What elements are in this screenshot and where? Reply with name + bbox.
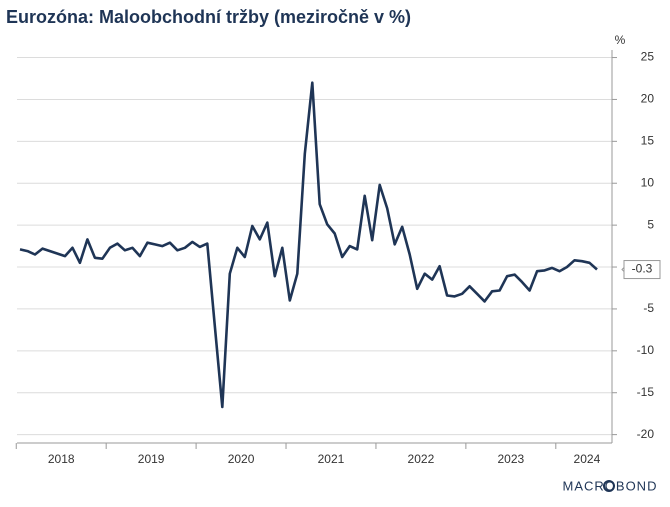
last-value-label: -0.3 <box>632 262 653 276</box>
last-value-box <box>623 260 661 280</box>
logo <box>603 480 615 492</box>
y-tick-label: 15 <box>641 134 655 148</box>
y-tick-label: -10 <box>637 343 655 357</box>
y-tick-label: -5 <box>643 301 654 315</box>
y-tick-label: 10 <box>641 175 655 189</box>
x-tick-label: 2019 <box>138 452 165 466</box>
line-series <box>19 81 598 409</box>
y-tick-label: 20 <box>641 92 655 106</box>
y-tick-label: 25 <box>641 50 655 64</box>
y-unit: % <box>615 33 626 47</box>
x-tick-label: 2023 <box>497 452 524 466</box>
y-tick-label: 5 <box>647 217 654 231</box>
x-tick-label: 2020 <box>228 452 255 466</box>
x-tick-label: 2018 <box>48 452 75 466</box>
x-tick-label: 2022 <box>408 452 435 466</box>
source: MACROBOND <box>563 478 658 493</box>
y-tick-label: -20 <box>637 427 655 441</box>
y-tick-label: -15 <box>637 385 655 399</box>
x-tick-label: 2024 <box>574 452 601 466</box>
chart-title: Eurozóna: Maloobchodní tržby (meziročně … <box>6 7 411 27</box>
x-tick-label: 2021 <box>318 452 345 466</box>
logo-ring <box>603 480 615 492</box>
